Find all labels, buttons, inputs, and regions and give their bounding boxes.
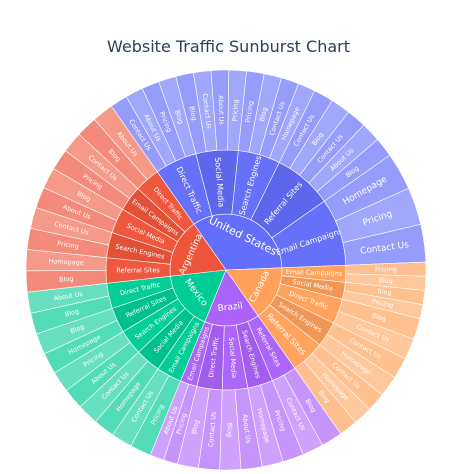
page-label-pricing: Pricing xyxy=(231,99,240,121)
page-label-blog: Blog xyxy=(59,275,74,284)
source-label-social-media: Social Media xyxy=(213,157,226,208)
source-label-email-campaigns: Email Campaigns xyxy=(286,268,343,278)
page-label-pricing: Pricing xyxy=(57,239,80,250)
page-label-pricing: Pricing xyxy=(244,100,255,123)
page-label-blog: Blog xyxy=(64,307,80,319)
source-label-referral-sites: Referral Sites xyxy=(116,266,160,274)
page-label-blog: Blog xyxy=(377,287,392,297)
page-segment-about-us[interactable] xyxy=(94,105,158,181)
page-label-homepage: Homepage xyxy=(48,257,84,267)
page-label-blog: Blog xyxy=(371,311,387,323)
page-label-about-us: About Us xyxy=(241,414,253,445)
page-label-blog: Blog xyxy=(225,423,233,438)
page-label-blog: Blog xyxy=(258,107,269,123)
country-label-brazil: Brazil xyxy=(217,301,243,314)
page-label-blog: Blog xyxy=(187,106,198,122)
chart-title: Website Traffic Sunburst Chart xyxy=(107,37,350,56)
page-label-contact-us: Contact Us xyxy=(207,411,218,448)
page-label-blog: Blog xyxy=(190,419,201,435)
source-label-social-media: Social Media xyxy=(227,337,238,378)
page-label-pricing: Pricing xyxy=(375,265,397,273)
page-label-blog: Blog xyxy=(378,276,393,285)
page-label-about-us: About Us xyxy=(217,95,226,125)
page-label-blog: Blog xyxy=(173,109,185,125)
